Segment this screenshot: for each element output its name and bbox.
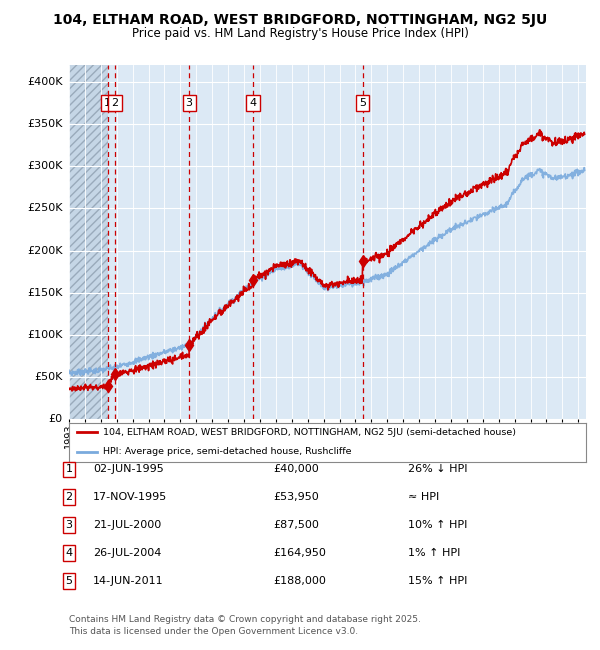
Text: 17-NOV-1995: 17-NOV-1995 bbox=[93, 492, 167, 502]
Text: ≈ HPI: ≈ HPI bbox=[408, 492, 439, 502]
Text: 14-JUN-2011: 14-JUN-2011 bbox=[93, 576, 164, 586]
Text: 02-JUN-1995: 02-JUN-1995 bbox=[93, 464, 164, 474]
Text: 26% ↓ HPI: 26% ↓ HPI bbox=[408, 464, 467, 474]
Text: This data is licensed under the Open Government Licence v3.0.: This data is licensed under the Open Gov… bbox=[69, 627, 358, 636]
Text: 1% ↑ HPI: 1% ↑ HPI bbox=[408, 548, 460, 558]
Text: 1: 1 bbox=[104, 98, 111, 108]
Text: £350K: £350K bbox=[28, 119, 63, 129]
Text: 1: 1 bbox=[65, 464, 73, 474]
Text: £53,950: £53,950 bbox=[273, 492, 319, 502]
Text: £50K: £50K bbox=[34, 372, 63, 382]
Text: £164,950: £164,950 bbox=[273, 548, 326, 558]
Text: 2: 2 bbox=[65, 492, 73, 502]
Text: 104, ELTHAM ROAD, WEST BRIDGFORD, NOTTINGHAM, NG2 5JU (semi-detached house): 104, ELTHAM ROAD, WEST BRIDGFORD, NOTTIN… bbox=[103, 428, 515, 437]
Text: 104, ELTHAM ROAD, WEST BRIDGFORD, NOTTINGHAM, NG2 5JU: 104, ELTHAM ROAD, WEST BRIDGFORD, NOTTIN… bbox=[53, 13, 547, 27]
Text: £300K: £300K bbox=[28, 161, 63, 171]
Text: 3: 3 bbox=[65, 520, 73, 530]
Text: £87,500: £87,500 bbox=[273, 520, 319, 530]
Bar bbox=[69, 65, 107, 419]
Text: £250K: £250K bbox=[27, 203, 63, 213]
Text: 5: 5 bbox=[359, 98, 366, 108]
Text: 4: 4 bbox=[65, 548, 73, 558]
Text: HPI: Average price, semi-detached house, Rushcliffe: HPI: Average price, semi-detached house,… bbox=[103, 447, 351, 456]
Text: £0: £0 bbox=[49, 414, 63, 424]
Text: 5: 5 bbox=[65, 576, 73, 586]
Text: £400K: £400K bbox=[27, 77, 63, 87]
Text: Contains HM Land Registry data © Crown copyright and database right 2025.: Contains HM Land Registry data © Crown c… bbox=[69, 615, 421, 624]
Text: 3: 3 bbox=[185, 98, 193, 108]
Text: 26-JUL-2004: 26-JUL-2004 bbox=[93, 548, 161, 558]
Text: £150K: £150K bbox=[28, 288, 63, 298]
Text: 15% ↑ HPI: 15% ↑ HPI bbox=[408, 576, 467, 586]
Text: 2: 2 bbox=[111, 98, 118, 108]
Text: £100K: £100K bbox=[28, 330, 63, 340]
Text: 21-JUL-2000: 21-JUL-2000 bbox=[93, 520, 161, 530]
Text: Price paid vs. HM Land Registry's House Price Index (HPI): Price paid vs. HM Land Registry's House … bbox=[131, 27, 469, 40]
Text: £200K: £200K bbox=[27, 246, 63, 255]
Text: £40,000: £40,000 bbox=[273, 464, 319, 474]
Text: 4: 4 bbox=[250, 98, 257, 108]
Text: £188,000: £188,000 bbox=[273, 576, 326, 586]
Text: 10% ↑ HPI: 10% ↑ HPI bbox=[408, 520, 467, 530]
